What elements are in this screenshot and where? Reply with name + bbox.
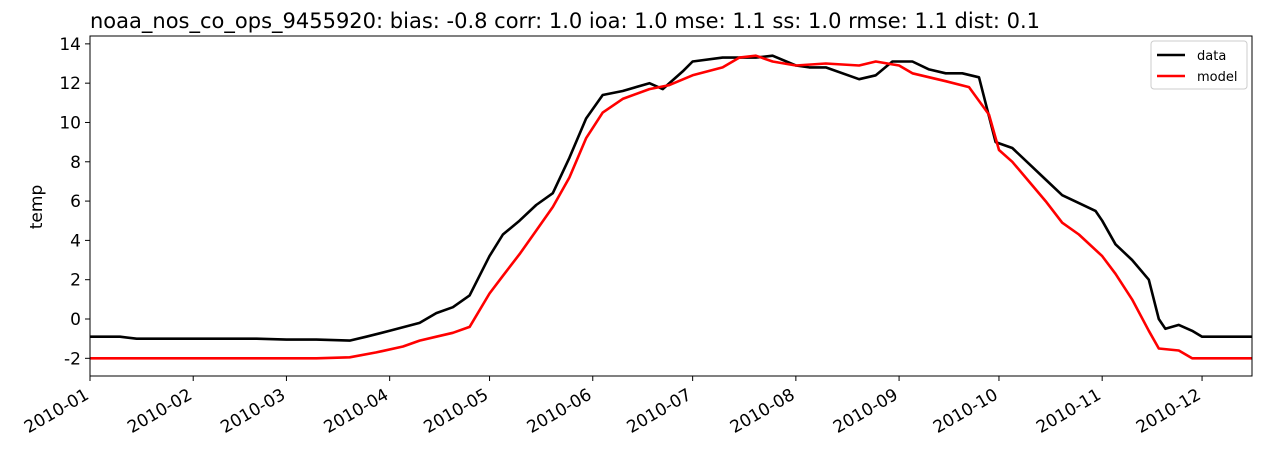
legend: data model bbox=[1150, 40, 1248, 90]
y-tick-label: 8 bbox=[70, 153, 81, 173]
y-axis-label: temp bbox=[27, 185, 47, 229]
series-line-data bbox=[90, 54, 1252, 342]
x-tick-label: 2010-05 bbox=[421, 385, 493, 438]
y-tick-label: 6 bbox=[70, 192, 81, 212]
y-tick-label: 0 bbox=[70, 310, 81, 330]
legend-label-model: model bbox=[1197, 70, 1237, 85]
x-tick-label: 2010-06 bbox=[524, 385, 596, 438]
x-tick-label: 2010-01 bbox=[21, 385, 93, 438]
x-tick-label: 2010-12 bbox=[1133, 385, 1205, 438]
y-tick-label: -2 bbox=[64, 349, 81, 369]
y-tick-label: 12 bbox=[59, 74, 81, 94]
y-axis: -2 0 2 4 6 8 10 12 14 bbox=[59, 35, 90, 369]
y-tick-label: 2 bbox=[70, 271, 81, 291]
x-tick-label: 2010-08 bbox=[727, 385, 799, 438]
x-tick-label: 2010-02 bbox=[124, 385, 196, 438]
x-tick-label: 2010-04 bbox=[321, 385, 393, 438]
legend-label-data: data bbox=[1197, 49, 1226, 64]
plot-area bbox=[90, 54, 1252, 360]
x-tick-label: 2010-09 bbox=[830, 385, 902, 438]
y-tick-label: 4 bbox=[70, 231, 81, 251]
plot-frame bbox=[89, 35, 1253, 377]
chart-title: noaa_nos_co_ops_9455920: bias: -0.8 corr… bbox=[90, 9, 1040, 34]
x-axis: 2010-01 2010-02 2010-03 2010-04 2010-05 2010-… bbox=[21, 376, 1205, 438]
series-line-model bbox=[90, 54, 1252, 360]
x-tick-label: 2010-07 bbox=[624, 385, 696, 438]
y-tick-label: 14 bbox=[59, 35, 81, 55]
y-tick-label: 10 bbox=[59, 113, 81, 133]
x-tick-label: 2010-11 bbox=[1033, 385, 1105, 438]
x-tick-label: 2010-03 bbox=[217, 385, 289, 438]
x-tick-label: 2010-10 bbox=[930, 385, 1002, 438]
